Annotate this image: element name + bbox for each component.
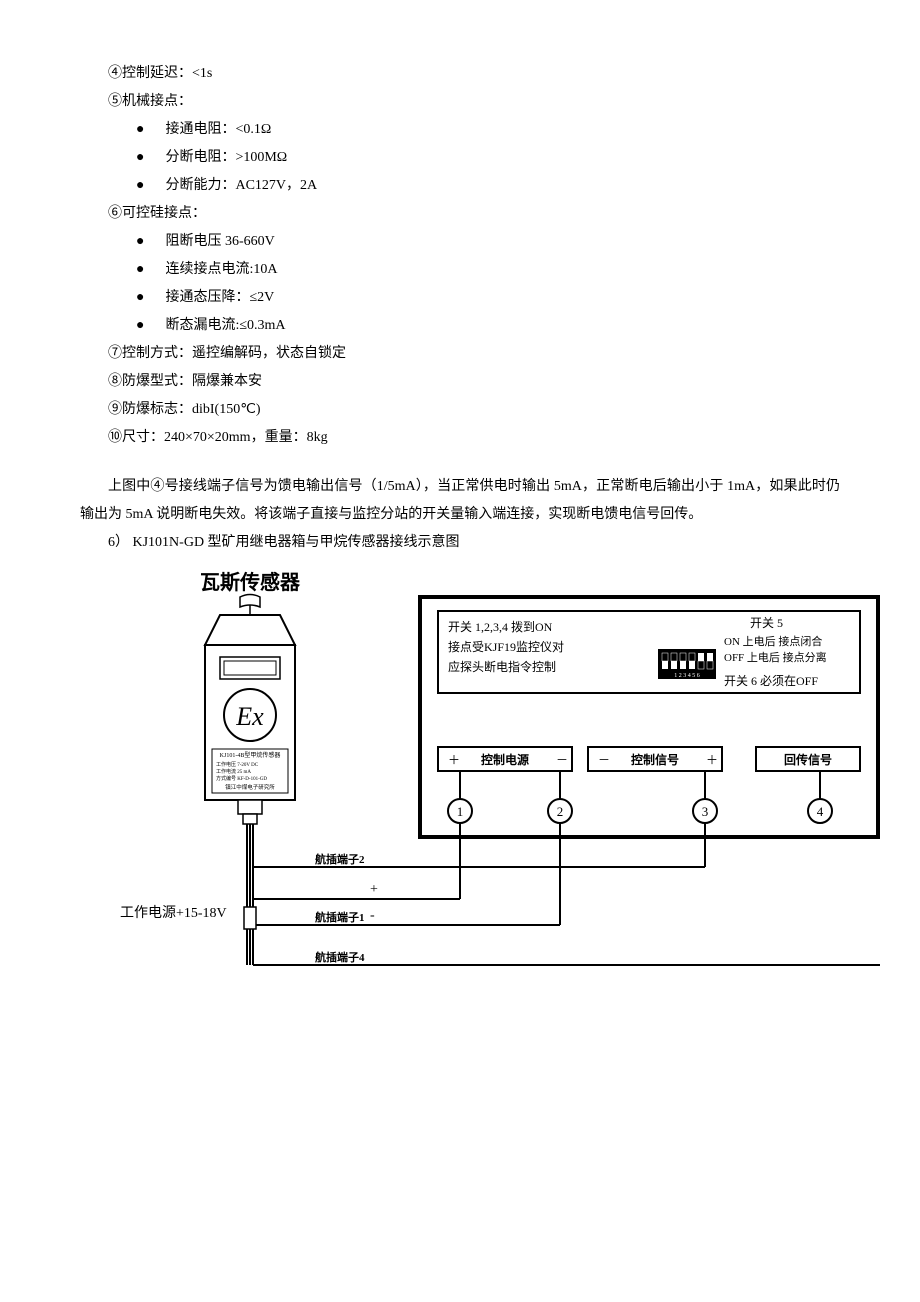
spec-bullet-6b: 连续接点电流:10A — [80, 256, 840, 284]
box-text-1: 开关 1,2,3,4 拨到ON — [448, 620, 553, 634]
nameplate-line1: KJ101-4B型甲烷传感器 — [220, 751, 281, 759]
terminal-4: 4 — [817, 804, 824, 819]
spec-line-10: ⑩尺寸：240×70×20mm，重量：8kg — [80, 424, 840, 452]
conn4-label: 航插端子4 — [315, 950, 365, 964]
relay-box: 开关 1,2,3,4 拨到ON 接点受KJF19监控仪对 应探头断电指令控制 开… — [420, 597, 878, 837]
spec-bullet-5c: 分断能力：AC127V，2A — [80, 172, 840, 200]
spec-line-5: ⑤机械接点： — [80, 88, 840, 116]
sensor-title: 瓦斯传感器 — [200, 570, 301, 594]
spec-line-9: ⑨防爆标志：dibI(150℃) — [80, 396, 840, 424]
term1-label: 控制电源 — [481, 752, 529, 767]
terminal-1: 1 — [457, 804, 464, 819]
item-6-title: 6） KJ101N-GD 型矿用继电器箱与甲烷传感器接线示意图 — [80, 529, 840, 557]
minus-sign: - — [370, 908, 375, 923]
sw5-title: 开关 5 — [750, 616, 783, 630]
nameplate-s2: 工作电流 25 mA — [216, 768, 251, 775]
spec-bullet-6a: 阻断电压 36-660V — [80, 228, 840, 256]
wiring-lines: 航插端子2 + 航插端子1 - 航插端子4 工作电源+15-18V — [120, 823, 880, 965]
terminal-3: 3 — [702, 804, 709, 819]
box-text-2: 接点受KJF19监控仪对 — [448, 639, 564, 654]
dip-switch-icon: 1 2 3 4 5 6 — [658, 649, 716, 679]
power-label: 工作电源+15-18V — [120, 905, 227, 921]
nameplate-s1: 工作电压 7-20V DC — [216, 761, 259, 768]
plus-sign: + — [370, 882, 378, 897]
feedback-paragraph: 上图中④号接线端子信号为馈电输出信号（1/5mA），当正常供电时输出 5mA，正… — [80, 473, 840, 529]
term1-minus: － — [556, 753, 568, 767]
sw5-on: ON 上电后 接点闭合 — [724, 634, 822, 648]
term2-label: 控制信号 — [631, 752, 679, 767]
nameplate-footer: 镇江中煤电子研究所 — [225, 783, 275, 791]
spec-line-8: ⑧防爆型式：隔爆兼本安 — [80, 368, 840, 396]
term2-minus: － — [598, 753, 610, 767]
terminal-2: 2 — [557, 804, 564, 819]
sw6-text: 开关 6 必须在OFF — [724, 674, 818, 688]
spec-line-4: ④控制延迟：<1s — [80, 60, 840, 88]
sw5-off: OFF 上电后 接点分离 — [724, 650, 827, 664]
term1-plus: ＋ — [448, 753, 460, 767]
wiring-diagram: 瓦斯传感器 Ex KJ101-4B型甲烷传感器 工作电压 7-20V DC 工作… — [120, 567, 880, 987]
ex-label: Ex — [235, 702, 264, 731]
spec-bullet-5a: 接通电阻：<0.1Ω — [80, 116, 840, 144]
box-text-3: 应探头断电指令控制 — [448, 659, 556, 674]
spec-bullet-6c: 接通态压降：≤2V — [80, 284, 840, 312]
dip-labels: 1 2 3 4 5 6 — [674, 673, 700, 679]
term2-plus: ＋ — [706, 753, 718, 767]
conn1-label: 航插端子1 — [315, 910, 365, 924]
gas-sensor-icon: Ex KJ101-4B型甲烷传感器 工作电压 7-20V DC 工作电流 25 … — [205, 595, 295, 825]
spec-bullet-6d: 断态漏电流:≤0.3mA — [80, 312, 840, 340]
term3-label: 回传信号 — [784, 752, 832, 767]
spec-line-7: ⑦控制方式：遥控编解码，状态自锁定 — [80, 340, 840, 368]
nameplate-s3: 方式编号 KF-D-101-GD — [216, 775, 267, 782]
spec-line-6: ⑥可控硅接点： — [80, 200, 840, 228]
conn2-label: 航插端子2 — [315, 852, 365, 866]
spec-bullet-5b: 分断电阻：>100MΩ — [80, 144, 840, 172]
